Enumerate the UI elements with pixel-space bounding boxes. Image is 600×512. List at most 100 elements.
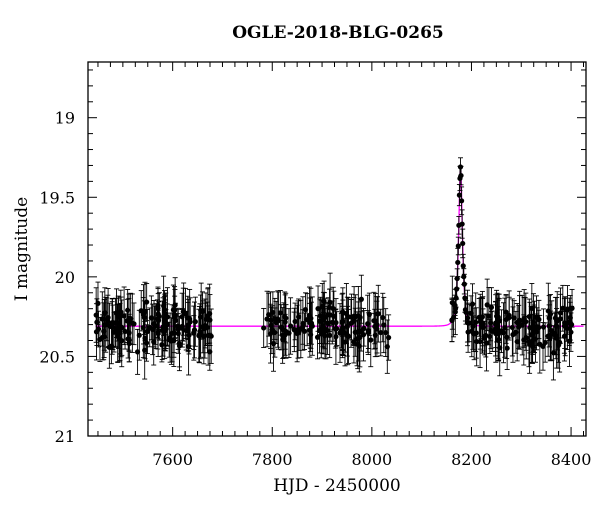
marker (360, 332, 367, 338)
data-point (309, 296, 315, 356)
marker (171, 330, 177, 336)
data-point (540, 322, 546, 371)
marker (287, 323, 294, 329)
data-point (109, 301, 115, 350)
marker (201, 333, 207, 339)
data-point (140, 284, 147, 345)
data-point (291, 307, 297, 353)
data-point (340, 292, 346, 350)
marker (547, 311, 554, 317)
data-point (121, 286, 127, 346)
x-tick-label: 7600 (152, 450, 193, 469)
data-point (144, 282, 150, 322)
data-point (516, 295, 523, 348)
marker (185, 343, 192, 349)
marker (327, 332, 333, 338)
data-point (167, 312, 173, 363)
data-point (365, 294, 371, 353)
marker (142, 347, 148, 353)
data-point (329, 300, 335, 345)
data-point (267, 303, 274, 364)
data-point (300, 309, 306, 345)
data-point (278, 304, 284, 351)
data-point (473, 292, 479, 353)
marker (383, 329, 389, 336)
marker (563, 321, 570, 327)
marker (329, 319, 335, 326)
data-point (327, 312, 333, 359)
marker (326, 304, 333, 311)
marker (291, 327, 297, 333)
x-axis-label: HJD - 2450000 (273, 476, 401, 496)
marker (453, 295, 459, 301)
marker (261, 325, 267, 331)
marker (488, 327, 494, 333)
data-point (205, 288, 211, 346)
marker (372, 318, 378, 324)
marker (277, 310, 283, 316)
data-point (264, 290, 270, 348)
data-point (155, 315, 161, 350)
marker (511, 315, 517, 321)
marker (348, 320, 354, 326)
marker (454, 286, 460, 292)
data-point (554, 296, 560, 356)
marker (191, 330, 197, 336)
marker (167, 335, 173, 341)
data-point (360, 307, 367, 362)
data-point (484, 278, 490, 332)
data-point (105, 288, 111, 348)
data-point (296, 298, 302, 336)
data-point (365, 312, 371, 349)
data-point (113, 288, 120, 338)
marker (113, 326, 119, 332)
marker (105, 314, 111, 321)
data-point (554, 291, 560, 351)
y-tick-label: 20 (55, 268, 75, 287)
data-point (287, 297, 294, 355)
marker (459, 221, 465, 227)
chart-title: OGLE-2018-BLG-0265 (232, 23, 444, 43)
marker (300, 324, 306, 330)
x-tick-label: 8200 (451, 450, 492, 469)
marker (109, 322, 115, 328)
marker (494, 310, 500, 316)
y-tick-label: 19.5 (39, 188, 75, 207)
marker (468, 310, 474, 316)
data-point (526, 298, 532, 335)
marker (554, 323, 560, 329)
data-point (333, 298, 339, 348)
marker (469, 328, 475, 334)
data-point (386, 314, 392, 361)
model-curve-layer (95, 165, 584, 327)
marker (463, 309, 469, 315)
y-tick-label: 21 (55, 427, 75, 446)
model-curve (95, 165, 584, 327)
data-point (147, 307, 153, 348)
marker (267, 331, 274, 337)
marker (456, 192, 463, 198)
data-point (175, 308, 181, 350)
marker (197, 328, 203, 334)
data-point (531, 306, 537, 354)
marker (108, 343, 114, 349)
data-point (126, 318, 132, 363)
marker (333, 320, 339, 326)
marker (172, 302, 178, 308)
marker (368, 337, 374, 343)
marker (161, 303, 167, 309)
marker (113, 310, 120, 316)
plot-frame (87, 61, 587, 437)
data-point (454, 268, 460, 289)
data-point (323, 302, 329, 360)
x-tick-label: 7800 (252, 450, 293, 469)
data-point (122, 313, 128, 350)
data-point (129, 293, 135, 353)
data-point (344, 305, 351, 366)
data-point (153, 303, 159, 349)
marker (365, 321, 371, 327)
marker (533, 314, 540, 320)
marker (497, 345, 503, 351)
data-point (375, 296, 381, 332)
